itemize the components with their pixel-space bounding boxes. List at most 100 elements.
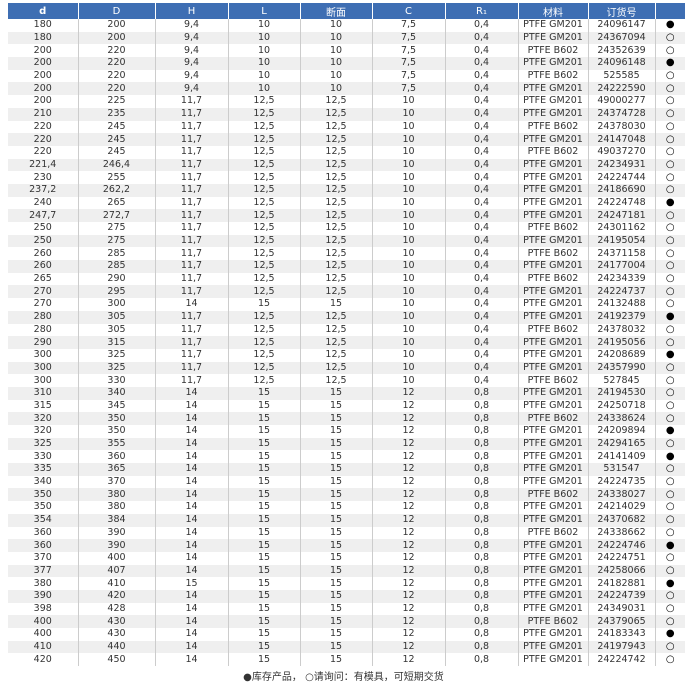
footer-note: ●库存产品， ○请询问：有模具，可短期交货 bbox=[243, 672, 444, 683]
cell: 525585 bbox=[588, 69, 656, 83]
cell: 12 bbox=[372, 399, 446, 413]
table-row: 260 285 11,7 12,5 12,5 10 0,4 PTFE B602 24371158… bbox=[8, 247, 685, 261]
cell: 0,4 bbox=[445, 69, 519, 83]
stock-symbol: ○ bbox=[655, 564, 685, 578]
cell: 10 bbox=[372, 183, 446, 197]
stock-symbol: ○ bbox=[665, 95, 675, 107]
cell: 10 bbox=[228, 69, 301, 83]
cell: 180 bbox=[8, 19, 79, 32]
table-row: 220 245 11,7 12,5 12,5 10 0,4 PTFE B602 49037270… bbox=[8, 145, 685, 159]
stock-symbol: ○ bbox=[655, 234, 685, 248]
cell: 24234339 bbox=[588, 272, 656, 286]
cell: 24378032 bbox=[588, 323, 656, 337]
cell: 10 bbox=[228, 19, 301, 32]
cell: 14 bbox=[155, 488, 229, 502]
table-row: 360 390 14 15 15 12 0,8 PTFE GM201 24224746 ● bbox=[8, 539, 685, 552]
table-wrap: d D H L 断面 C R₁ 材料 订货号 180 200 9,4 10 10 7,5 0,4 PTFE G… bbox=[8, 3, 685, 667]
header-cell: 断面 bbox=[300, 3, 373, 19]
cell: 24234931 bbox=[588, 158, 656, 172]
cell: 300 bbox=[8, 348, 79, 362]
cell: 14 bbox=[155, 526, 229, 540]
cell: 24378030 bbox=[588, 120, 656, 134]
cell: PTFE GM201 bbox=[518, 564, 589, 578]
cell: 275 bbox=[78, 222, 156, 235]
cell: 10 bbox=[372, 234, 446, 248]
cell: 450 bbox=[78, 653, 156, 667]
cell: 12,5 bbox=[228, 133, 301, 146]
cell: 24214029 bbox=[588, 501, 656, 514]
stock-symbol: ○ bbox=[655, 640, 685, 654]
cell: 12 bbox=[372, 437, 446, 451]
cell: 15 bbox=[228, 602, 301, 616]
cell: 340 bbox=[8, 475, 79, 489]
cell: 0,4 bbox=[445, 82, 519, 96]
cell: 12 bbox=[372, 577, 446, 590]
cell: 15 bbox=[228, 539, 301, 552]
cell: 14 bbox=[155, 628, 229, 641]
stock-symbol: ● bbox=[665, 196, 675, 208]
cell: 0,4 bbox=[445, 272, 519, 286]
cell: 12,5 bbox=[228, 323, 301, 337]
cell: 12,5 bbox=[228, 107, 301, 121]
stock-symbol: ○ bbox=[665, 602, 675, 614]
cell: PTFE GM201 bbox=[518, 425, 589, 438]
cell: PTFE GM201 bbox=[518, 171, 589, 184]
cell: 24195056 bbox=[588, 336, 656, 349]
table-row: 370 400 14 15 15 12 0,8 PTFE GM201 24224751 ○ bbox=[8, 551, 685, 565]
cell: 290 bbox=[78, 272, 156, 286]
cell: PTFE GM201 bbox=[518, 209, 589, 222]
cell: 12,5 bbox=[228, 171, 301, 184]
cell: 350 bbox=[8, 488, 79, 502]
stock-symbol: ○ bbox=[665, 146, 675, 158]
header-cell: 材料 bbox=[518, 3, 589, 19]
cell: PTFE GM201 bbox=[518, 133, 589, 146]
cell: 7,5 bbox=[372, 31, 446, 45]
table-row: 350 380 14 15 15 12 0,8 PTFE B602 24338027 ○ bbox=[8, 488, 685, 502]
cell: 15 bbox=[228, 475, 301, 489]
cell: 12,5 bbox=[228, 374, 301, 387]
cell: 11,7 bbox=[155, 348, 229, 362]
cell: 12,5 bbox=[228, 310, 301, 324]
cell: 12 bbox=[372, 513, 446, 527]
cell: 10 bbox=[372, 348, 446, 362]
cell: 10 bbox=[372, 310, 446, 324]
cell: PTFE GM201 bbox=[518, 399, 589, 413]
cell: 14 bbox=[155, 615, 229, 628]
cell: 15 bbox=[300, 386, 373, 400]
cell: 12 bbox=[372, 551, 446, 565]
cell: 7,5 bbox=[372, 82, 446, 96]
stock-symbol: ○ bbox=[665, 323, 675, 335]
stock-symbol: ○ bbox=[655, 437, 685, 451]
cell: PTFE GM201 bbox=[518, 437, 589, 451]
cell: 265 bbox=[8, 272, 79, 286]
cell: 15 bbox=[228, 526, 301, 540]
cell: 7,5 bbox=[372, 44, 446, 58]
cell: 12,5 bbox=[300, 310, 373, 324]
cell: 0,4 bbox=[445, 361, 519, 375]
table-row: 270 295 11,7 12,5 12,5 10 0,4 PTFE GM201 2422473… bbox=[8, 285, 685, 299]
cell: 11,7 bbox=[155, 361, 229, 375]
cell: 220 bbox=[78, 69, 156, 83]
cell: 11,7 bbox=[155, 336, 229, 349]
cell: 15 bbox=[300, 615, 373, 628]
cell: 11,7 bbox=[155, 323, 229, 337]
cell: 0,4 bbox=[445, 171, 519, 184]
cell: 12,5 bbox=[228, 348, 301, 362]
cell: 390 bbox=[8, 589, 79, 603]
cell: 14 bbox=[155, 475, 229, 489]
cell: 15 bbox=[228, 437, 301, 451]
cell: 15 bbox=[228, 298, 301, 311]
cell: 237,2 bbox=[8, 183, 79, 197]
cell: 10 bbox=[372, 298, 446, 311]
table-row: 310 340 14 15 15 12 0,8 PTFE GM201 24194530 ○ bbox=[8, 386, 685, 400]
header-cell: D bbox=[78, 3, 156, 19]
cell: 15 bbox=[300, 501, 373, 514]
cell: 15 bbox=[228, 513, 301, 527]
cell: 10 bbox=[228, 31, 301, 45]
cell: 335 bbox=[8, 463, 79, 476]
cell: PTFE GM201 bbox=[518, 653, 589, 667]
cell: 15 bbox=[228, 653, 301, 667]
cell: 400 bbox=[8, 615, 79, 628]
cell: 370 bbox=[78, 475, 156, 489]
cell: PTFE GM201 bbox=[518, 539, 589, 552]
